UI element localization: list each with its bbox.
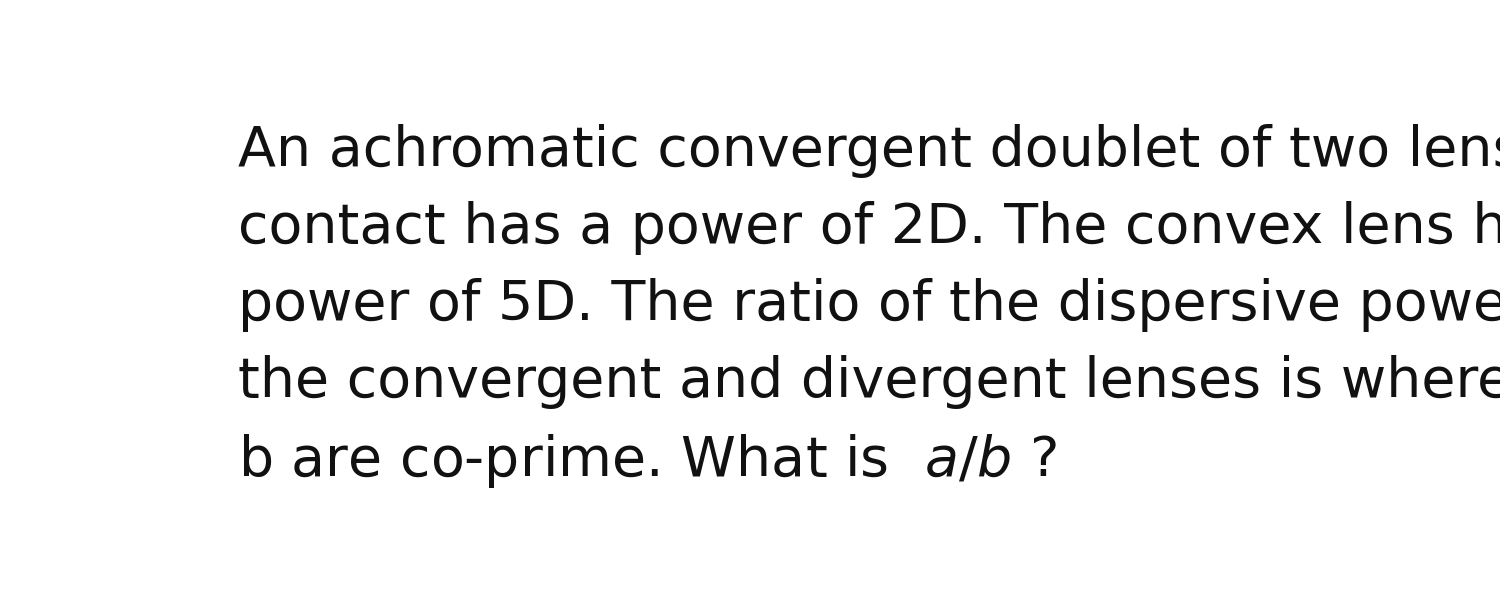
Text: the convergent and divergent lenses is where a and: the convergent and divergent lenses is w…	[238, 355, 1500, 409]
Text: An achromatic convergent doublet of two lenses in: An achromatic convergent doublet of two …	[238, 124, 1500, 178]
Text: b are co-prime. What is  $a/b$ ?: b are co-prime. What is $a/b$ ?	[238, 433, 1058, 490]
Text: contact has a power of 2D. The convex lens has a: contact has a power of 2D. The convex le…	[238, 202, 1500, 256]
Text: power of 5D. The ratio of the dispersive power of: power of 5D. The ratio of the dispersive…	[238, 278, 1500, 332]
